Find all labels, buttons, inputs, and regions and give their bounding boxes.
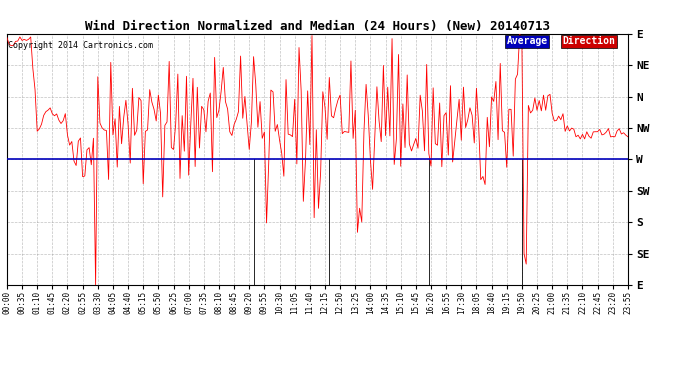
Text: Copyright 2014 Cartronics.com: Copyright 2014 Cartronics.com — [8, 41, 152, 50]
Text: Direction: Direction — [562, 36, 615, 46]
Title: Wind Direction Normalized and Median (24 Hours) (New) 20140713: Wind Direction Normalized and Median (24… — [85, 20, 550, 33]
Text: Average: Average — [506, 36, 548, 46]
